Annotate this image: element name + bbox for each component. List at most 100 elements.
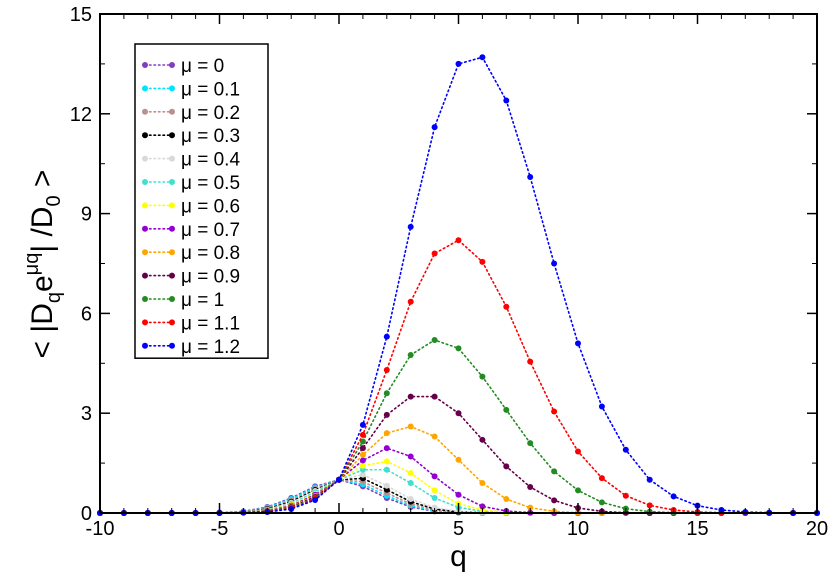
data-point (431, 473, 438, 480)
x-axis-label: q (450, 540, 467, 573)
data-point (670, 493, 677, 500)
legend-marker (169, 225, 175, 232)
data-point (646, 476, 653, 483)
legend-item: μ = 0.5 (142, 173, 240, 194)
data-point (646, 502, 653, 509)
data-point (551, 408, 558, 415)
legend-marker (169, 319, 175, 326)
legend-marker (142, 202, 148, 209)
y-label-sub-q: q (43, 292, 65, 303)
data-point (479, 54, 486, 61)
data-point (551, 260, 558, 267)
x-tick-label: 20 (806, 518, 828, 540)
series (97, 337, 820, 516)
data-point (551, 497, 558, 504)
legend-item: μ = 0.1 (142, 79, 240, 100)
data-point (383, 430, 390, 437)
legend-marker (169, 249, 175, 256)
data-point (503, 496, 510, 503)
data-point (407, 496, 414, 503)
legend-item: μ = 0.3 (142, 126, 240, 147)
legend-marker (142, 62, 148, 68)
legend-item: μ = 0 (142, 56, 224, 77)
data-point (359, 451, 366, 458)
legend-label: μ = 0.7 (181, 220, 240, 241)
legend-marker (142, 132, 148, 139)
x-tick-label: -10 (86, 518, 115, 540)
data-point (455, 345, 462, 352)
data-point (479, 480, 486, 487)
x-tick-label: 15 (686, 518, 708, 540)
legend-marker (169, 272, 175, 279)
data-point (383, 390, 390, 397)
data-point (455, 410, 462, 417)
legend-marker (142, 85, 148, 92)
data-point (383, 482, 390, 489)
series-line (99, 425, 818, 514)
legend-item: μ = 0.6 (142, 196, 240, 217)
y-label-tail: > (26, 170, 59, 196)
legend-marker (142, 296, 148, 302)
data-point (527, 440, 534, 447)
x-tick-label: 0 (333, 518, 344, 540)
legend-label: μ = 1.2 (181, 337, 240, 358)
legend-marker (169, 155, 175, 162)
data-point (383, 333, 390, 340)
legend-marker (169, 202, 175, 209)
legend-item: μ = 0.4 (142, 150, 240, 171)
data-point (407, 351, 414, 358)
legend-marker (142, 179, 148, 185)
legend-marker (142, 249, 148, 256)
y-label-sup: μq (21, 253, 43, 276)
y-label-lead: < |D (26, 303, 59, 358)
x-tick-label: 5 (453, 518, 464, 540)
data-point (503, 463, 510, 470)
legend-box (134, 43, 269, 359)
data-point (312, 497, 319, 504)
legend-item: μ = 1.1 (142, 313, 240, 334)
legend: μ = 0μ = 0.1 μ = 0.2μ = 0.3 μ = 0.4μ = 0.5… (134, 43, 269, 359)
y-tick-label: 15 (70, 4, 92, 26)
legend-marker (169, 132, 175, 139)
data-point (455, 491, 462, 498)
data-point (503, 97, 510, 104)
legend-marker (169, 85, 175, 92)
data-point (575, 448, 581, 455)
data-point (479, 373, 486, 380)
data-point (551, 468, 558, 475)
legend-label: μ = 0.4 (181, 150, 240, 171)
data-point (598, 403, 605, 410)
data-point (431, 124, 438, 131)
data-point (598, 499, 605, 506)
legend-item: μ = 0.7 (142, 220, 240, 241)
x-tick-label: 10 (567, 518, 589, 540)
data-point (359, 457, 366, 464)
data-point (383, 466, 390, 473)
legend-label: μ = 0 (181, 56, 224, 77)
data-point (359, 445, 366, 452)
data-point (407, 223, 414, 230)
data-point (503, 303, 510, 310)
legend-marker (142, 225, 148, 232)
data-point (383, 411, 390, 418)
legend-item: μ = 1.2 (142, 337, 240, 358)
series-line (99, 339, 818, 514)
data-point (479, 258, 486, 265)
data-point (527, 484, 534, 491)
legend-marker (142, 155, 148, 162)
data-point (383, 366, 390, 373)
data-point (455, 237, 462, 244)
y-label-e: e (26, 275, 59, 292)
data-point (455, 456, 462, 463)
data-point (431, 487, 438, 494)
data-point (575, 487, 581, 494)
y-axis-label: < |Dqeμq| /D0 > (21, 170, 65, 359)
legend-label: μ = 0.6 (181, 196, 240, 217)
data-point (407, 470, 414, 477)
data-point (431, 250, 438, 257)
data-point (527, 358, 534, 365)
legend-marker (142, 342, 148, 349)
data-point (431, 495, 438, 502)
legend-marker (169, 179, 175, 185)
